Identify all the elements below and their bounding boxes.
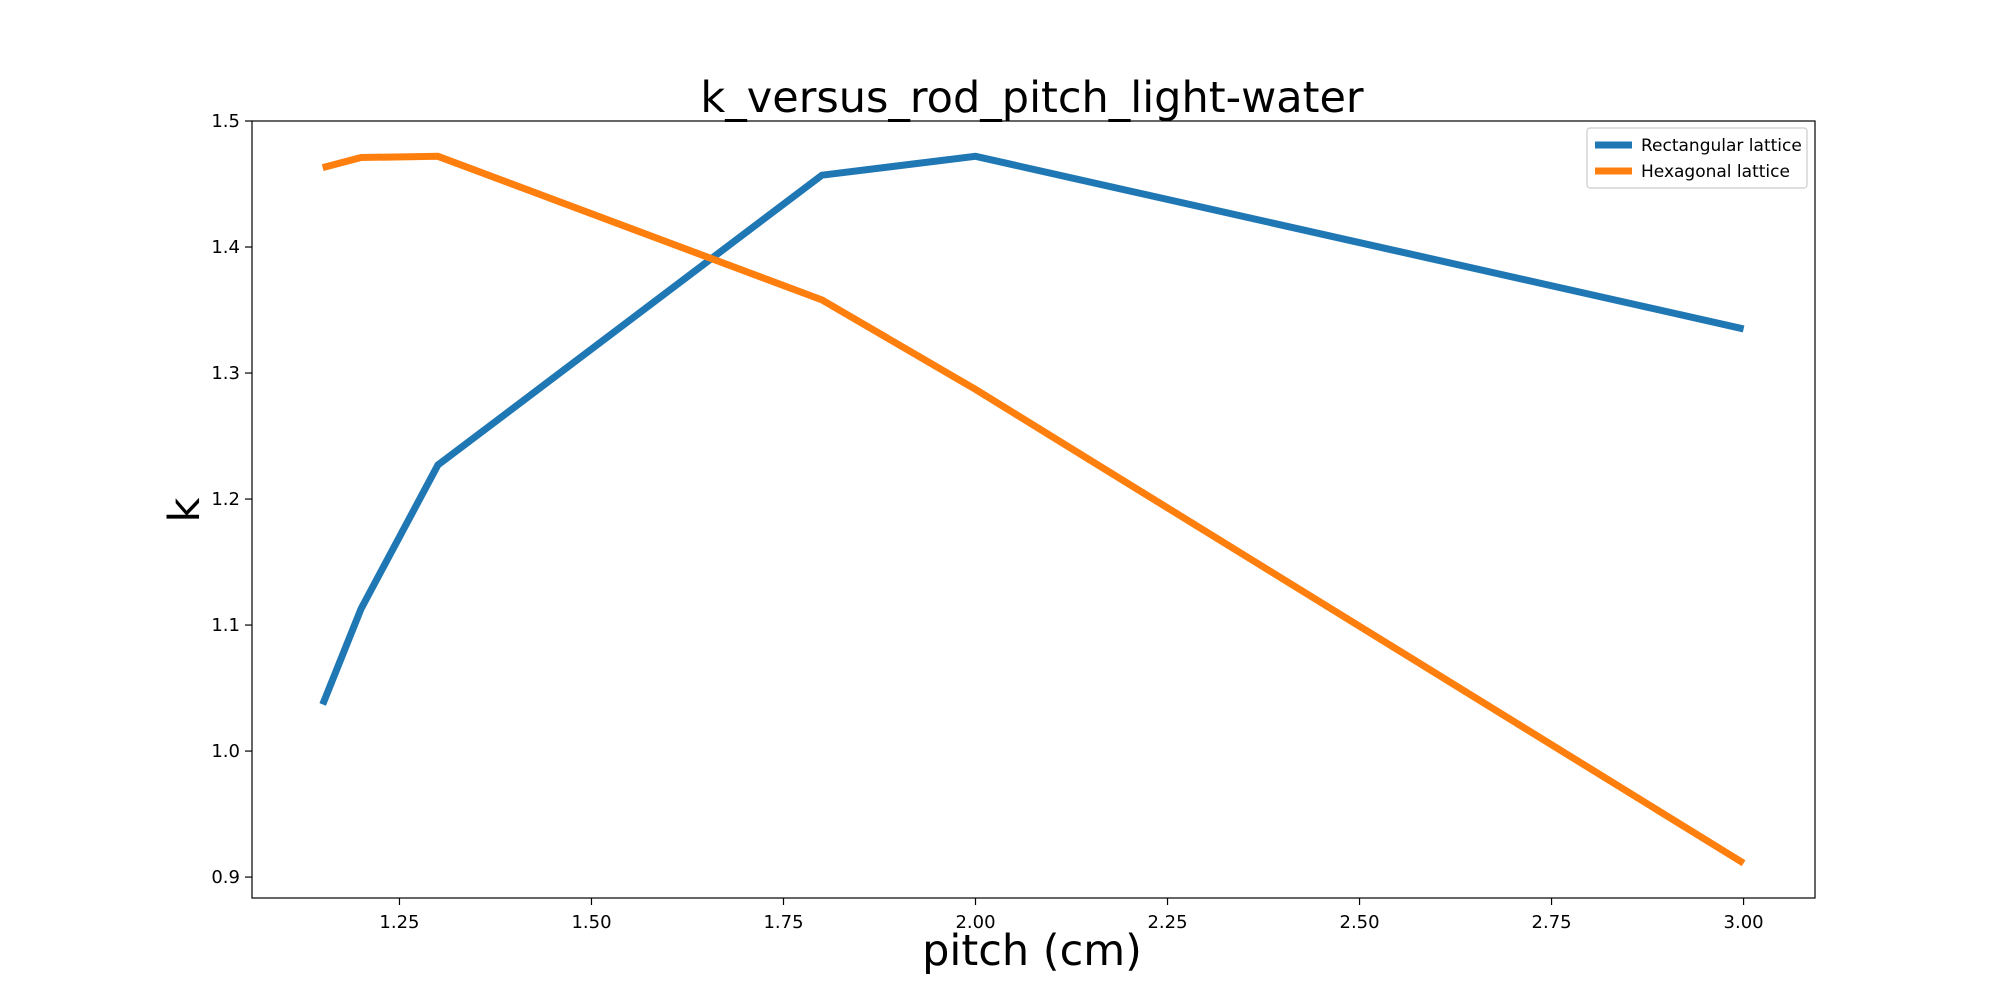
legend-frame (1586, 127, 1808, 189)
series-line-hexagonal (321, 152, 1746, 867)
x-tick-label: 1.75 (763, 912, 803, 933)
legend: Rectangular lattice Hexagonal lattice (1586, 127, 1808, 189)
y-tick-label: 1.4 (211, 237, 240, 258)
legend-label-rectangular: Rectangular lattice (1641, 136, 1802, 156)
y-tick-label: 0.9 (211, 867, 240, 888)
series-line-rectangular (319, 152, 1745, 706)
y-tick-label: 1.0 (211, 741, 240, 762)
series-lines (319, 152, 1746, 867)
y-tick-label: 1.1 (211, 615, 240, 636)
plot-area-frame (251, 120, 1816, 899)
y-tick-label: 1.3 (211, 363, 240, 384)
x-tick-label: 2.75 (1532, 912, 1572, 933)
x-tick-label: 1.25 (379, 912, 419, 933)
y-tick-label: 1.2 (211, 489, 240, 510)
x-axis-title: pitch (cm) (922, 926, 1142, 976)
y-tick-label: 1.5 (211, 111, 240, 132)
x-tick-label: 2.50 (1340, 912, 1380, 933)
y-axis-ticks: 0.9 1.0 1.1 1.2 1.3 1.4 1.5 (211, 111, 252, 888)
x-tick-label: 1.50 (571, 912, 611, 933)
x-tick-label: 3.00 (1724, 912, 1764, 933)
legend-label-hexagonal: Hexagonal lattice (1641, 162, 1790, 182)
x-tick-label: 2.25 (1147, 912, 1187, 933)
chart-title: k_versus_rod_pitch_light-water (700, 73, 1364, 123)
y-axis-title: k (160, 497, 210, 522)
x-axis-ticks: 1.25 1.50 1.75 2.00 2.25 2.50 2.75 3.00 (379, 898, 1764, 933)
x-tick-label: 2.00 (955, 912, 995, 933)
